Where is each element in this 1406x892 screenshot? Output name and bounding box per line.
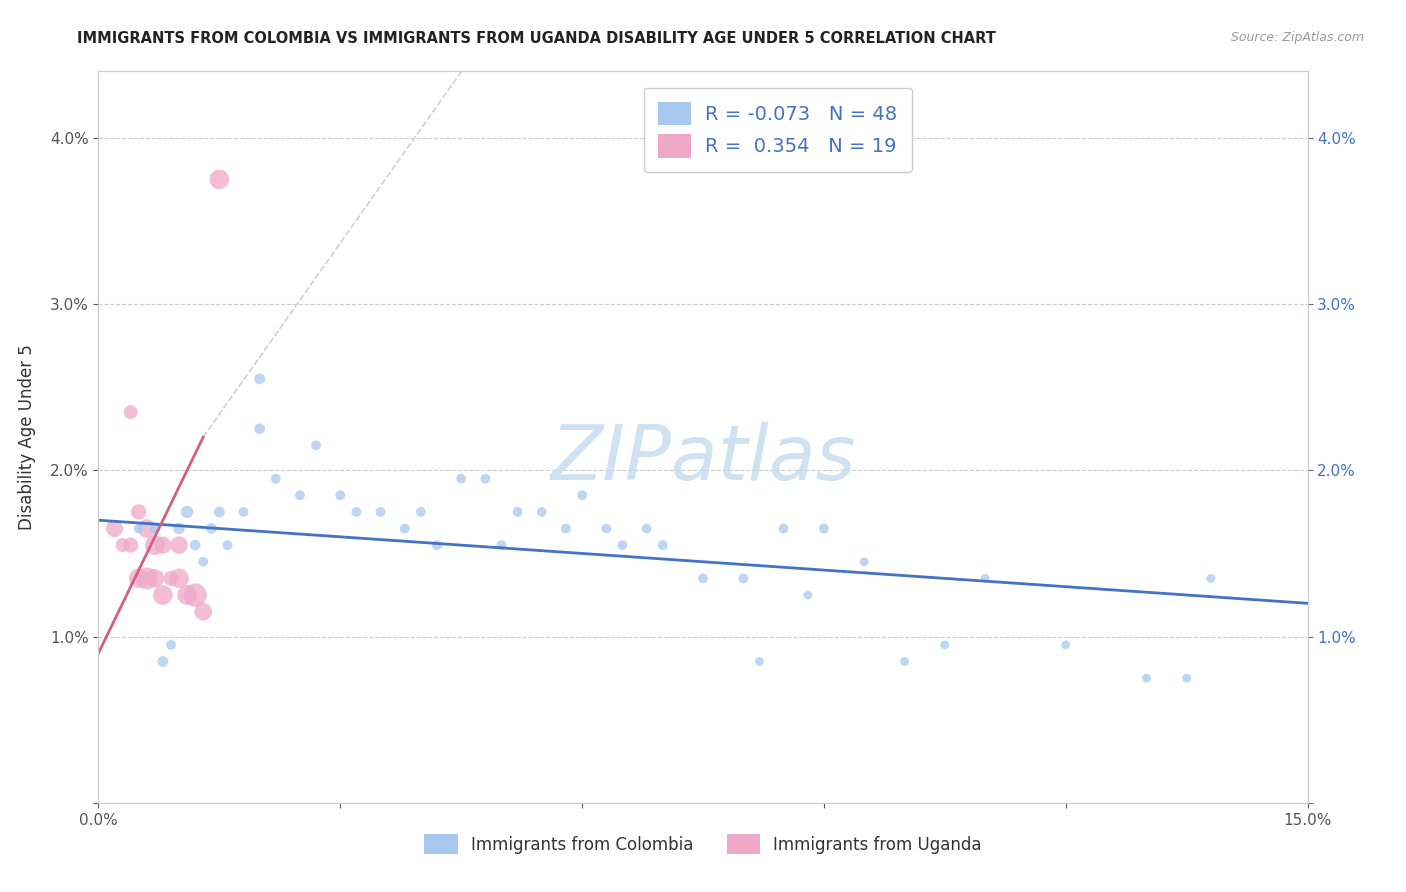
Point [651, 538, 673, 552]
Point [128, 521, 150, 535]
Point [853, 555, 876, 569]
Point [200, 521, 222, 535]
Point [217, 538, 239, 552]
Point [152, 538, 174, 552]
Point [249, 372, 271, 386]
Point [305, 438, 328, 452]
Point [1175, 671, 1198, 685]
Point [813, 521, 835, 535]
Point [692, 571, 714, 585]
Point [636, 521, 658, 535]
Point [176, 588, 198, 602]
Point [135, 521, 157, 535]
Point [160, 571, 183, 585]
Point [103, 521, 125, 535]
Point [184, 538, 207, 552]
Point [193, 605, 215, 619]
Point [450, 472, 472, 486]
Point [128, 505, 150, 519]
Point [733, 571, 755, 585]
Point [128, 571, 150, 585]
Point [167, 571, 190, 585]
Legend: Immigrants from Colombia, Immigrants from Uganda: Immigrants from Colombia, Immigrants fro… [418, 828, 988, 860]
Point [143, 571, 166, 585]
Point [426, 538, 449, 552]
Point [152, 588, 174, 602]
Point [1054, 638, 1077, 652]
Point [506, 505, 529, 519]
Point [797, 588, 820, 602]
Point [555, 521, 578, 535]
Point [120, 538, 142, 552]
Point [370, 505, 392, 519]
Point [288, 488, 311, 502]
Point [120, 405, 142, 419]
Point [893, 655, 915, 669]
Point [1199, 571, 1222, 585]
Point [974, 571, 997, 585]
Point [344, 505, 367, 519]
Text: Source: ZipAtlas.com: Source: ZipAtlas.com [1230, 31, 1364, 45]
Point [167, 538, 190, 552]
Point [530, 505, 553, 519]
Point [394, 521, 416, 535]
Point [184, 588, 207, 602]
Point [772, 521, 794, 535]
Text: ZIPatlas: ZIPatlas [550, 422, 856, 496]
Y-axis label: Disability Age Under 5: Disability Age Under 5 [18, 344, 37, 530]
Point [111, 538, 134, 552]
Point [612, 538, 634, 552]
Point [571, 488, 593, 502]
Point [176, 505, 198, 519]
Point [232, 505, 254, 519]
Point [249, 422, 271, 436]
Point [748, 655, 770, 669]
Point [409, 505, 432, 519]
Point [208, 172, 231, 186]
Point [208, 505, 231, 519]
Text: IMMIGRANTS FROM COLOMBIA VS IMMIGRANTS FROM UGANDA DISABILITY AGE UNDER 5 CORREL: IMMIGRANTS FROM COLOMBIA VS IMMIGRANTS F… [77, 31, 997, 46]
Point [193, 555, 215, 569]
Point [595, 521, 617, 535]
Point [152, 655, 174, 669]
Point [491, 538, 513, 552]
Point [167, 521, 190, 535]
Point [474, 472, 496, 486]
Point [264, 472, 287, 486]
Point [1135, 671, 1157, 685]
Point [135, 571, 157, 585]
Point [934, 638, 956, 652]
Point [160, 638, 183, 652]
Point [143, 538, 166, 552]
Point [329, 488, 352, 502]
Point [143, 521, 166, 535]
